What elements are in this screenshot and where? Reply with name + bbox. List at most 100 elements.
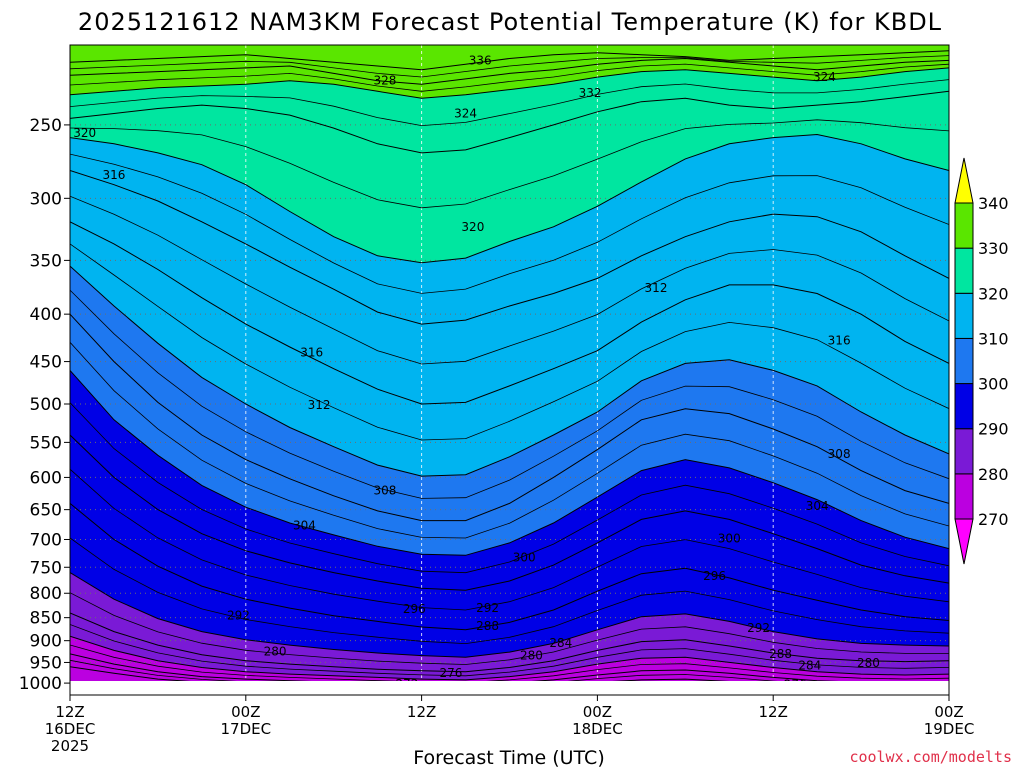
colorbar-segment [954, 428, 974, 475]
contour-minor [70, 289, 949, 499]
y-tick-label: 950 [30, 653, 62, 673]
y-tick-label: 850 [30, 609, 62, 629]
contour-label: 280 [520, 649, 543, 663]
contour-300 [70, 370, 949, 556]
contour-276 [70, 653, 840, 681]
contour-label: 300 [718, 531, 741, 545]
y-tick-label: 600 [30, 468, 62, 488]
contour-292 [70, 503, 949, 631]
contour-label: 276 [439, 666, 462, 680]
x-tick-label: 18DEC [572, 720, 623, 738]
contour-label: 280 [264, 645, 287, 659]
colorbar-label: 300 [978, 375, 1009, 394]
contour-324 [70, 90, 949, 154]
contour-label: 304 [806, 499, 829, 513]
colorbar-segment [954, 337, 974, 385]
chart-title: 2025121612 NAM3KM Forecast Potential Tem… [78, 8, 942, 36]
plot-area: 336 328 332 324 324 320 316 320 312 316 316 312 308 3… [70, 45, 949, 695]
y-tick-label: 300 [30, 189, 62, 209]
colorbar-arrow-bottom [954, 518, 974, 565]
x-tick-label: 19DEC [924, 720, 975, 738]
contour-label: 316 [300, 346, 323, 360]
contour-label: 320 [461, 220, 484, 234]
contour-label: 288 [476, 619, 499, 633]
contour-label: 316 [828, 333, 851, 347]
contour-296 [70, 434, 949, 591]
contour-label: 336 [469, 53, 492, 67]
contour-320 [70, 133, 949, 264]
ground-surface [70, 681, 949, 695]
contour-labels: 336 328 332 324 324 320 316 320 312 316 316 312 308 3… [73, 53, 880, 691]
contour-label: 308 [374, 484, 397, 498]
contour-304 [70, 313, 949, 522]
colorbar: 270 280 290 300 310 320 330 340 [954, 157, 1009, 565]
contour-minor [70, 659, 778, 681]
contour-label: 312 [308, 398, 331, 412]
y-tick-label: 800 [30, 584, 62, 604]
contour-label: 300 [513, 550, 536, 564]
y-tick-label: 250 [30, 116, 62, 136]
isotherm-contours [70, 50, 949, 681]
contour-288 [70, 572, 949, 658]
y-tick-label: 450 [30, 353, 62, 373]
colorbar-label: 280 [978, 465, 1009, 484]
colorbar-label: 320 [978, 284, 1009, 303]
colorbar-segment [954, 292, 974, 339]
contour-minor [70, 63, 949, 92]
contour-316 [70, 170, 949, 325]
x-axis-label: Forecast Time (UTC) [413, 747, 604, 768]
colorbar-arrow-top [954, 157, 974, 204]
contour-label: 284 [798, 658, 821, 672]
contour-label: 324 [813, 70, 836, 84]
contour-label: 304 [293, 518, 316, 532]
colorbar-segment [954, 247, 974, 294]
contour-minor [70, 537, 949, 645]
contour-minor [70, 119, 949, 209]
x-tick-label: 12Z [407, 703, 436, 721]
y-tick-label: 900 [30, 632, 62, 652]
contour-label: 292 [747, 621, 770, 635]
y-tick-label: 1000 [19, 674, 62, 694]
contour-minor [70, 468, 949, 611]
contour-label: 280 [857, 656, 880, 670]
band-fill [70, 636, 949, 681]
colorbar-label: 270 [978, 510, 1009, 529]
y-tick-label: 500 [30, 395, 62, 415]
y-tick-label: 400 [30, 305, 62, 325]
contour-label: 296 [403, 602, 426, 616]
y-axis-ticks: 250 300 350 400 450 500 550 600 650 700 750 800 850 9… [19, 116, 70, 694]
contour-label: 272 [395, 677, 418, 691]
x-tick-label: 00Z [934, 703, 963, 721]
plot-frame [69, 44, 950, 696]
contour-328 [70, 67, 949, 99]
colorbar-segment [954, 202, 974, 249]
contour-label: 276 [784, 677, 807, 691]
contour-minor [70, 243, 949, 441]
contour-minor [70, 342, 949, 539]
y-tick-label: 700 [30, 530, 62, 550]
contour-label: 292 [227, 608, 250, 622]
x-tick-label: 00Z [583, 703, 612, 721]
contour-label: 288 [769, 647, 792, 661]
contour-label: 312 [645, 281, 668, 295]
contour-312 [70, 221, 949, 405]
x-tick-label: 17DEC [221, 720, 272, 738]
band-fill [70, 666, 721, 681]
contour-minor [70, 592, 949, 665]
x-tick-label: 12Z [759, 703, 788, 721]
y-tick-label: 750 [30, 558, 62, 578]
y-tick-label: 550 [30, 433, 62, 453]
colorbar-label: 310 [978, 329, 1009, 348]
y-tick-label: 350 [30, 251, 62, 271]
contour-284 [70, 612, 949, 673]
x-tick-label: 2025 [51, 737, 89, 755]
contour-label: 292 [476, 601, 499, 615]
contour-label: 296 [703, 569, 726, 583]
color-bands [70, 45, 949, 681]
contour-minor [70, 153, 949, 294]
contour-label: 308 [828, 447, 851, 461]
colorbar-segment [954, 383, 974, 430]
credit-text: coolwx.com/modelts [849, 748, 1012, 766]
band-fill [70, 653, 826, 681]
